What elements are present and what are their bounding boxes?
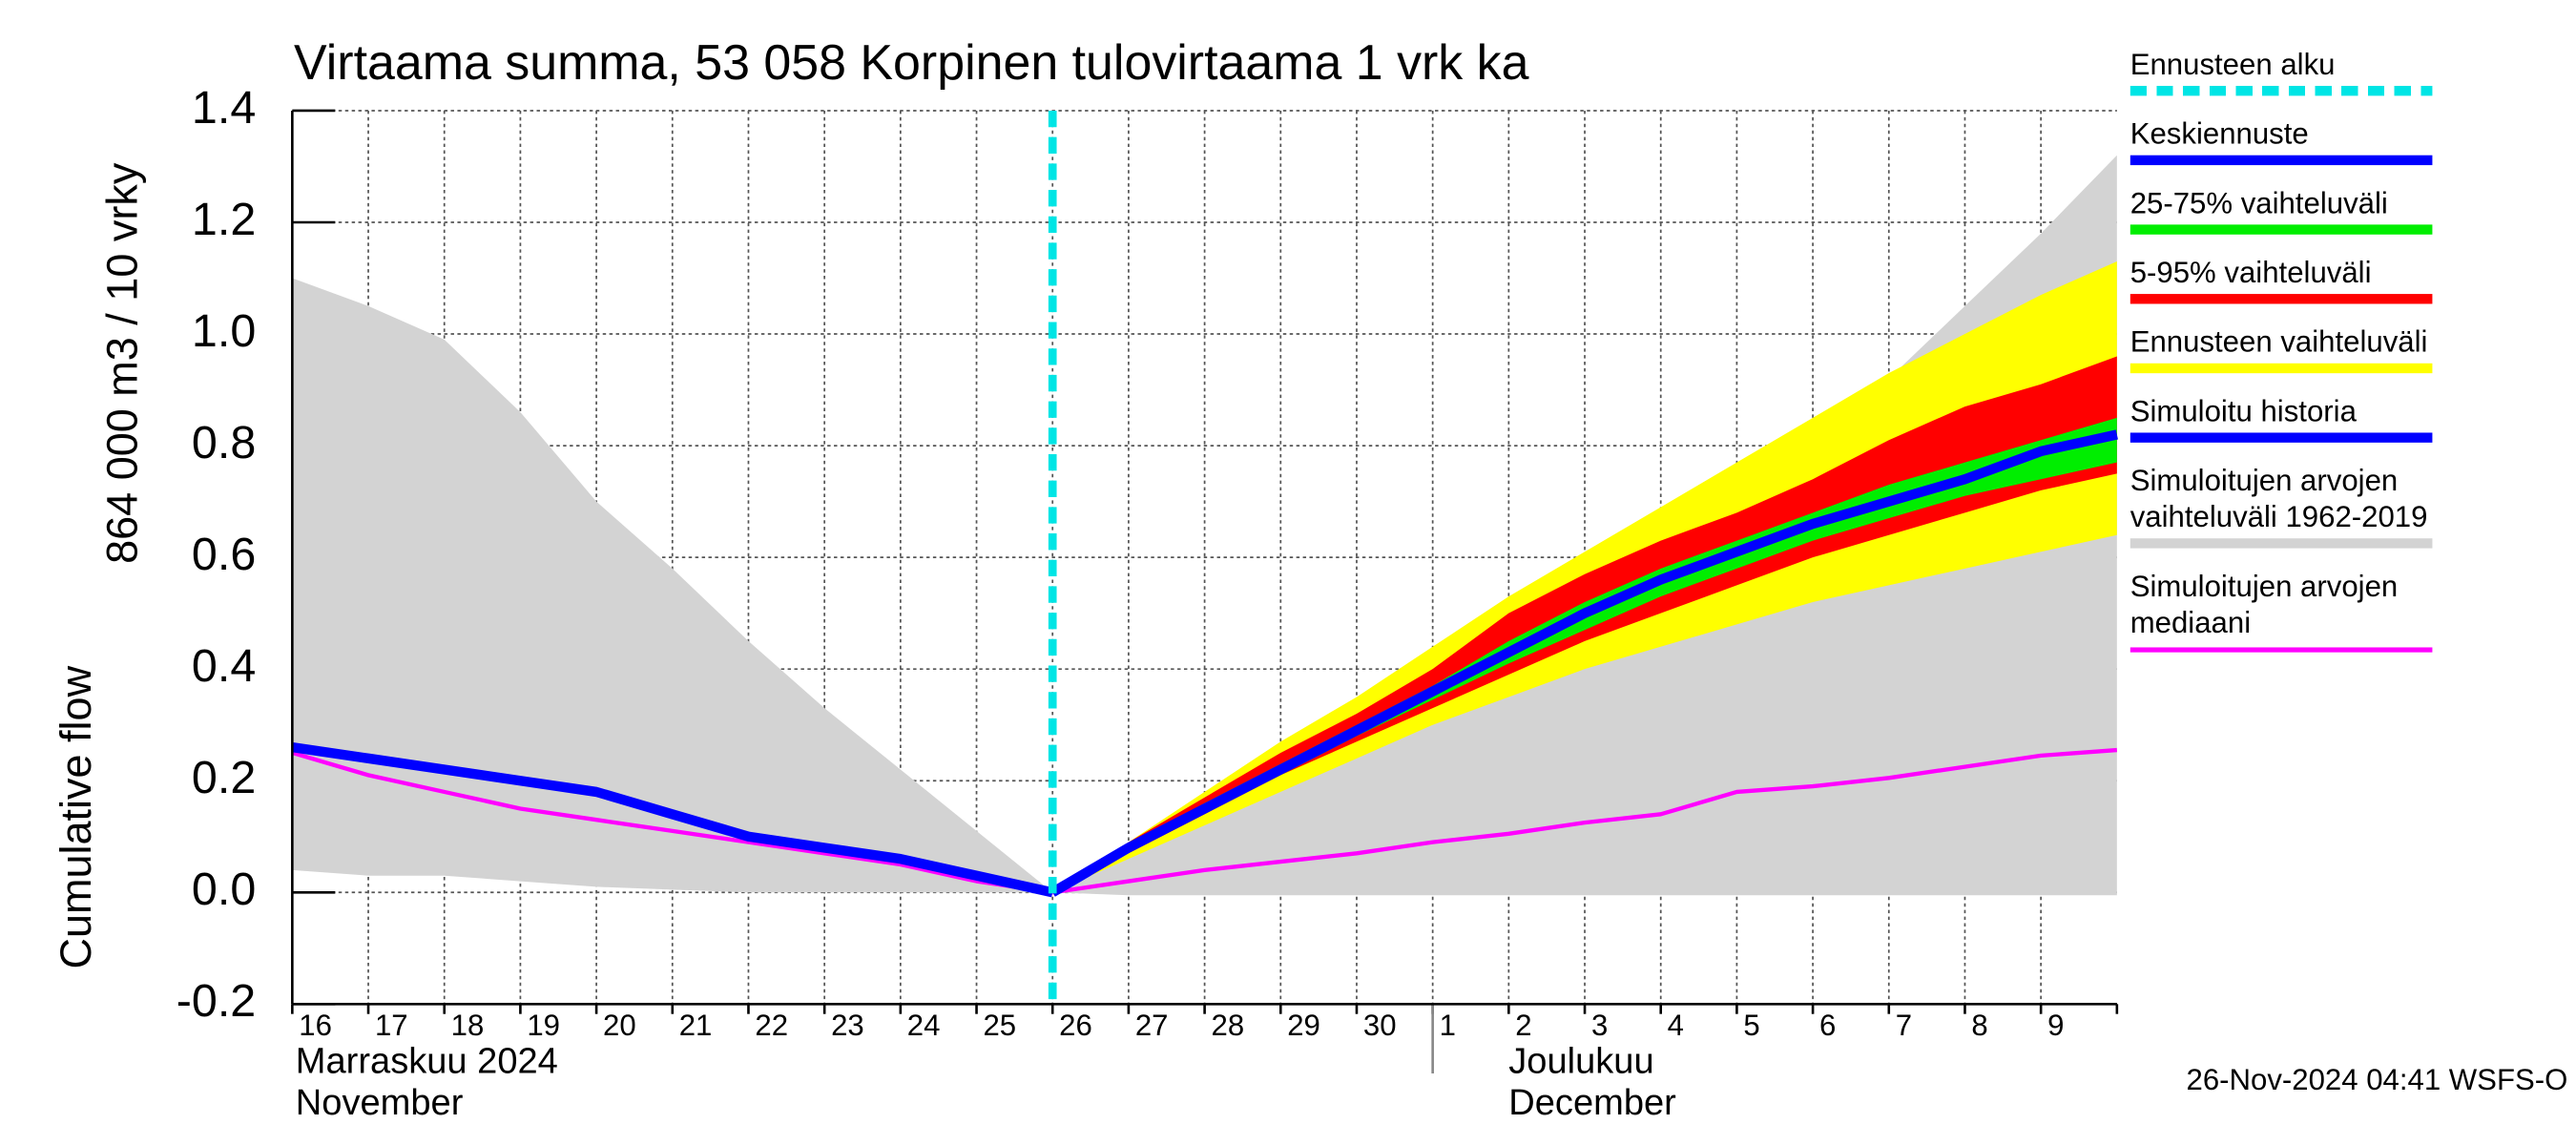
x-tick-label: 5 [1743, 1009, 1759, 1042]
y-tick-label: 1.4 [192, 82, 256, 134]
x-tick-label: 2 [1515, 1009, 1531, 1042]
x-tick-label: 30 [1363, 1009, 1397, 1042]
x-tick-label: 8 [1971, 1009, 1987, 1042]
line [1049, 429, 2118, 897]
x-tick-label: 22 [755, 1009, 788, 1042]
x-tick-label: 6 [1819, 1009, 1836, 1042]
y-tick-label: -0.2 [177, 975, 256, 1027]
legend-swatch [2129, 155, 2433, 166]
x-tick-label: 18 [451, 1009, 485, 1042]
x-tick-label: 21 [679, 1009, 713, 1042]
x-tick-label: 29 [1287, 1009, 1320, 1042]
x-tick-label: 20 [603, 1009, 636, 1042]
x-tick-label: 25 [983, 1009, 1016, 1042]
legend-box: Ennusteen alku Keskiennuste 25-75% vaihtel… [2129, 46, 2510, 653]
y-tick-label: 0.0 [192, 864, 256, 915]
x-tick-label: 23 [831, 1009, 864, 1042]
y-tick-label: 1.0 [192, 305, 256, 357]
month-label: December [1508, 1083, 1676, 1123]
legend-swatch [2129, 432, 2433, 443]
legend-label: Simuloitujen arvojen mediaani [2129, 570, 2399, 639]
x-tick-label: 19 [527, 1009, 560, 1042]
y-tick-label: 0.4 [192, 640, 256, 692]
y-axis-label: Cumulative flow [52, 665, 100, 968]
x-tick-label: 3 [1591, 1009, 1608, 1042]
legend-swatch [2129, 647, 2433, 653]
x-tick-label: 17 [375, 1009, 408, 1042]
x-tick-label: 16 [299, 1009, 332, 1042]
legend-label: Ennusteen alku [2129, 48, 2336, 81]
month-label: November [296, 1083, 464, 1123]
legend-label: Simuloitu historia [2129, 394, 2357, 428]
y-tick-label: 0.6 [192, 529, 256, 580]
x-tick-label: 9 [2047, 1009, 2064, 1042]
x-tick-label: 27 [1135, 1009, 1169, 1042]
x-tick-label: 24 [907, 1009, 941, 1042]
legend-label: Ennusteen vaihteluväli [2129, 324, 2428, 359]
legend-label: Simuloitujen arvojen vaihteluväli 1962-2… [2129, 464, 2428, 534]
band [292, 155, 2117, 896]
line [291, 741, 1054, 898]
y-tick-label: 0.8 [192, 417, 256, 468]
line [291, 747, 2118, 895]
legend-label: 5-95% vaihteluväli [2129, 256, 2372, 289]
legend-swatch [2129, 538, 2433, 549]
legend: Ennusteen alku Keskiennuste 25-75% vaihtel… [2129, 46, 2510, 653]
legend-swatch [2129, 86, 2433, 96]
month-label: Marraskuu 2024 [296, 1042, 558, 1082]
x-tick-label: 4 [1668, 1009, 1684, 1042]
x-tick-label: 26 [1059, 1009, 1092, 1042]
chart-title: Virtaama summa, 53 058 Korpinen tulovirt… [294, 35, 1529, 91]
legend-label: Keskiennuste [2129, 116, 2309, 151]
y-tick-label: 0.2 [192, 752, 256, 803]
footer: 26-Nov-2024 04:41 WSFS-O [2187, 1063, 2568, 1096]
y-axis-label: 864 000 m3 / 10 vrky [97, 162, 146, 564]
y-tick-label: 1.2 [192, 194, 256, 245]
x-tick-label: 28 [1212, 1009, 1245, 1042]
month-label: Joulukuu [1508, 1042, 1653, 1082]
legend-swatch [2129, 363, 2433, 374]
legend-label: 25-75% vaihteluväli [2129, 186, 2388, 220]
legend-swatch [2129, 294, 2433, 304]
legend-swatch [2129, 224, 2433, 235]
x-tick-label: 7 [1896, 1009, 1912, 1042]
x-tick-label: 1 [1440, 1009, 1456, 1042]
